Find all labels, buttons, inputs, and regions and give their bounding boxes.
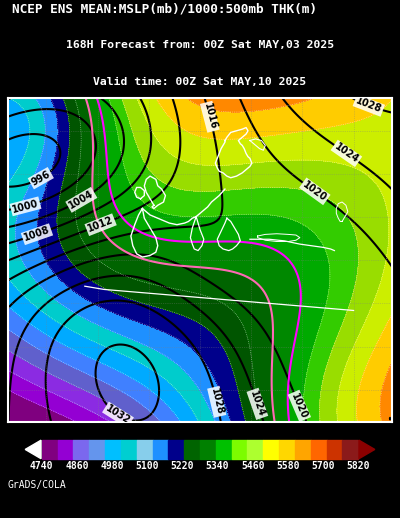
Text: 5100: 5100 [136,462,159,471]
Bar [42,440,58,459]
Text: 5700: 5700 [311,462,335,471]
Bar [168,440,184,459]
Bar [152,440,168,459]
Text: 1020: 1020 [301,179,329,203]
Bar [216,440,232,459]
Text: 1020: 1020 [290,392,309,420]
Bar [137,440,152,459]
Text: 4860: 4860 [65,462,89,471]
Text: 168H Forecast from: 00Z Sat MAY,03 2025: 168H Forecast from: 00Z Sat MAY,03 2025 [66,40,334,50]
Bar [74,440,89,459]
Bar [232,440,248,459]
Text: 1008: 1008 [22,225,51,243]
Bar [342,440,358,459]
Text: 5460: 5460 [241,462,264,471]
Text: 1000: 1000 [11,198,40,214]
Bar [248,440,263,459]
Polygon shape [25,440,41,459]
Text: 5820: 5820 [346,462,370,471]
Text: 1024: 1024 [248,390,266,418]
Bar [105,440,121,459]
Text: 1028: 1028 [209,387,225,416]
Text: 1024: 1024 [332,141,360,165]
Bar [311,440,326,459]
Text: 5580: 5580 [276,462,300,471]
Text: 4740: 4740 [30,462,54,471]
Bar [326,440,342,459]
Bar [200,440,216,459]
Text: 1016: 1016 [202,103,218,131]
Bar [184,440,200,459]
Bar [89,440,105,459]
Bar [279,440,295,459]
Bar [58,440,74,459]
Text: 4980: 4980 [100,462,124,471]
Bar [295,440,311,459]
Text: 1012: 1012 [86,215,115,234]
Text: 1032: 1032 [104,404,132,426]
Text: 1004: 1004 [67,189,96,211]
Text: NCEP ENS MEAN:MSLP(mb)/1000:500mb THK(m): NCEP ENS MEAN:MSLP(mb)/1000:500mb THK(m) [12,3,317,16]
Polygon shape [359,440,375,459]
Bar [263,440,279,459]
Text: 996: 996 [30,169,52,188]
Text: 5220: 5220 [171,462,194,471]
Text: 1028: 1028 [354,96,383,115]
Text: GrADS/COLA: GrADS/COLA [8,480,67,491]
Text: Valid time: 00Z Sat MAY,10 2025: Valid time: 00Z Sat MAY,10 2025 [94,77,306,87]
Text: 5340: 5340 [206,462,229,471]
Bar [121,440,137,459]
